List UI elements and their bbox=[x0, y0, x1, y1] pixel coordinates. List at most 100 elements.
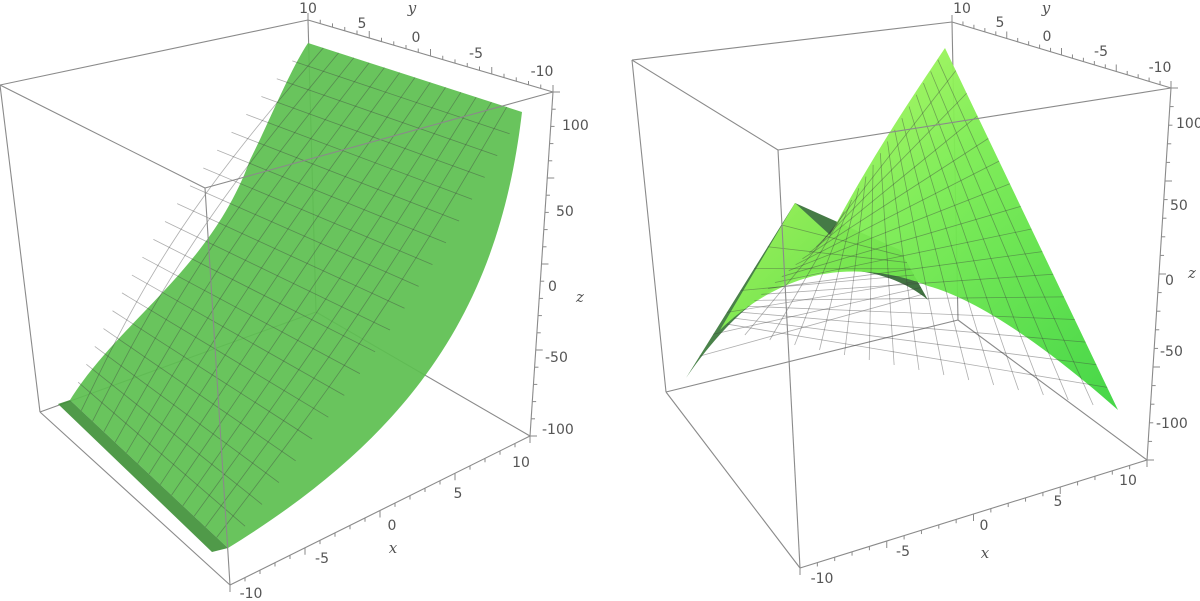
mesh-line bbox=[465, 123, 479, 145]
mesh-line bbox=[404, 127, 419, 149]
mesh-line bbox=[101, 384, 112, 403]
x-tick-label: -5 bbox=[315, 551, 329, 567]
x-tick-label: 0 bbox=[388, 518, 397, 534]
mesh-line bbox=[161, 273, 174, 293]
mesh-line bbox=[274, 228, 289, 249]
mesh-line bbox=[267, 420, 284, 443]
mesh-line bbox=[180, 210, 194, 230]
mesh-line bbox=[327, 306, 343, 328]
mesh-line bbox=[184, 236, 198, 256]
mesh-line bbox=[387, 278, 403, 301]
mesh-line bbox=[248, 267, 262, 288]
mesh-line bbox=[901, 118, 970, 381]
x-tick-label: 10 bbox=[512, 455, 530, 471]
mesh-line bbox=[819, 188, 860, 351]
mesh-line bbox=[144, 338, 156, 358]
mesh-line bbox=[222, 181, 237, 201]
mesh-line bbox=[159, 464, 174, 485]
mesh-line bbox=[415, 235, 430, 258]
mesh-line bbox=[354, 62, 370, 82]
y-axis-labels-right: 10 5 0 -5 -10 y bbox=[953, 0, 1171, 76]
mesh-line bbox=[165, 300, 178, 320]
x-axis-title: x bbox=[981, 544, 990, 562]
mesh-line bbox=[210, 326, 224, 347]
mesh-line bbox=[211, 443, 227, 465]
mesh-line bbox=[185, 454, 200, 475]
mesh-line bbox=[168, 229, 182, 248]
y-tick-label: 5 bbox=[996, 15, 1005, 31]
mesh-line bbox=[794, 199, 852, 346]
mesh-line bbox=[323, 76, 340, 96]
mesh-line bbox=[269, 360, 284, 382]
mesh-line bbox=[189, 185, 419, 287]
z-axis-labels-left: 100 50 0 -50 -100 z bbox=[542, 118, 589, 438]
y-axis-labels-left: 10 5 0 -5 -10 y bbox=[299, 0, 553, 80]
mesh-line bbox=[252, 441, 269, 464]
mesh-line bbox=[195, 317, 209, 338]
mesh-line bbox=[171, 474, 186, 496]
mesh-line bbox=[224, 335, 239, 356]
mesh-line bbox=[339, 257, 354, 279]
surface-fill bbox=[70, 43, 522, 548]
mesh-line bbox=[923, 82, 1044, 396]
mesh-line bbox=[116, 319, 128, 339]
mesh-line bbox=[228, 233, 243, 253]
mesh-line bbox=[744, 223, 838, 336]
mesh-line bbox=[293, 263, 308, 284]
mesh-line bbox=[148, 394, 161, 415]
mesh-line bbox=[265, 151, 281, 171]
mesh-line bbox=[802, 138, 989, 260]
tick-marks-left bbox=[229, 13, 560, 592]
mesh-line bbox=[164, 221, 391, 331]
mesh-line bbox=[809, 115, 978, 254]
mesh-line bbox=[247, 120, 263, 139]
mesh-line bbox=[120, 347, 132, 367]
mesh-line bbox=[177, 203, 405, 309]
mesh-line bbox=[308, 94, 325, 115]
mesh-line bbox=[795, 160, 1000, 266]
mesh-line bbox=[103, 412, 115, 432]
z-tick-label: -50 bbox=[545, 350, 568, 366]
mesh-line bbox=[908, 106, 995, 386]
x-tick-label: 10 bbox=[1119, 473, 1137, 489]
mesh-line bbox=[263, 126, 279, 146]
mesh-line bbox=[161, 434, 175, 455]
mesh-line bbox=[169, 328, 182, 348]
tick-marks-right bbox=[799, 15, 1178, 575]
mesh-line bbox=[768, 251, 1043, 289]
mesh-line bbox=[372, 116, 388, 138]
mesh-line bbox=[740, 311, 1086, 343]
mesh-line bbox=[462, 97, 477, 119]
mesh-line bbox=[278, 107, 294, 127]
mesh-line bbox=[322, 250, 338, 272]
mesh-line bbox=[338, 57, 355, 77]
mesh-line bbox=[815, 92, 967, 248]
mesh-line bbox=[341, 285, 357, 307]
x-tick-label: -10 bbox=[811, 571, 834, 587]
mesh-line bbox=[747, 305, 1075, 320]
mesh-line bbox=[92, 402, 103, 422]
mesh-line bbox=[240, 402, 256, 424]
mesh-line bbox=[350, 209, 365, 231]
mesh-line bbox=[410, 180, 424, 203]
mesh-line bbox=[240, 372, 255, 394]
mesh-line bbox=[317, 196, 332, 217]
mesh-line bbox=[199, 403, 214, 425]
z-axis-title: z bbox=[1187, 264, 1196, 282]
mesh-line bbox=[254, 195, 270, 215]
plot-right: 10 5 0 -5 -10 y 100 50 0 -50 -100 z -10 … bbox=[631, 0, 1200, 587]
mesh-line bbox=[699, 293, 925, 357]
mesh-line bbox=[205, 174, 221, 194]
mesh-line bbox=[481, 128, 495, 151]
mesh-line bbox=[236, 462, 253, 485]
mesh-line bbox=[192, 290, 205, 310]
mesh-line bbox=[740, 274, 915, 291]
y-tick-label: 10 bbox=[299, 1, 317, 17]
mesh-line bbox=[769, 211, 845, 341]
mesh-line bbox=[252, 169, 267, 189]
mesh-line bbox=[400, 77, 416, 98]
y-tick-label: 0 bbox=[412, 30, 421, 46]
mesh-line bbox=[733, 317, 1097, 366]
mesh-line bbox=[103, 328, 296, 462]
mesh-line bbox=[216, 515, 234, 538]
